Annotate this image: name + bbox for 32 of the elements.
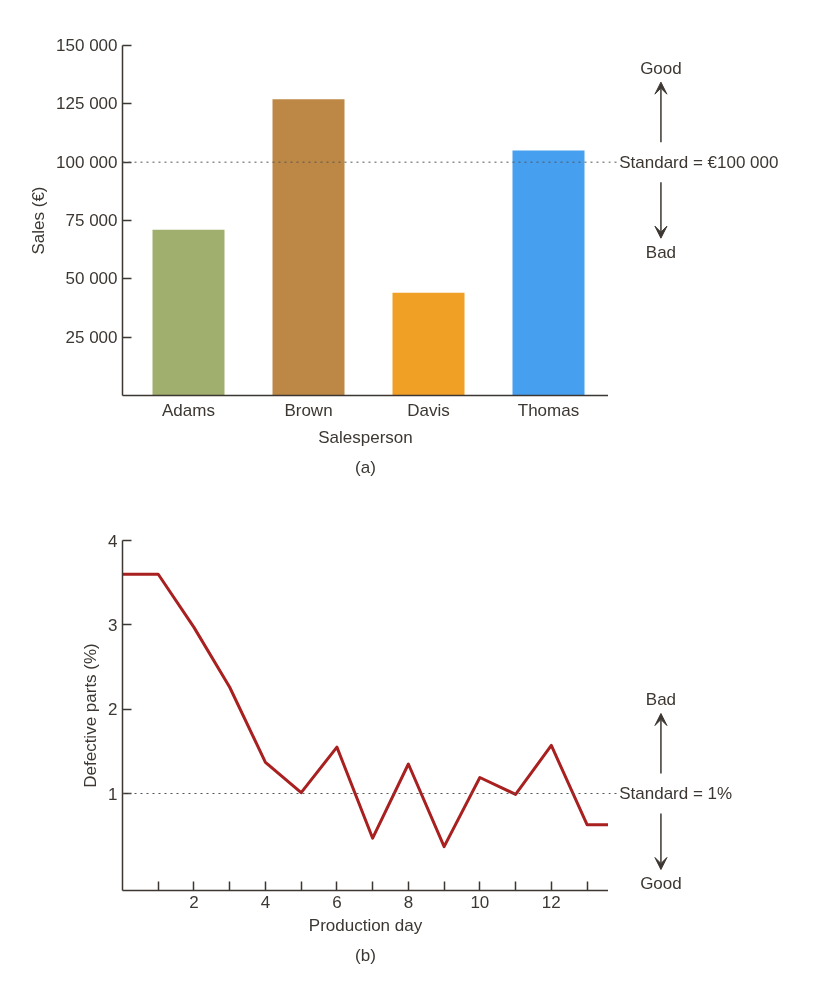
x-axis-title: Production day [308, 915, 423, 935]
ref-line-label: Standard = €100 000 [619, 152, 779, 172]
x-tick-label: Adams [162, 400, 215, 420]
x-tick-label: 12 [541, 892, 561, 912]
y-tick-label: 75 000 [65, 211, 118, 230]
ref-line-label: Standard = 1% [619, 784, 733, 804]
x-tick-label: 10 [470, 892, 490, 912]
text: Bad [645, 690, 677, 710]
x-tick-label: Thomas [517, 400, 580, 420]
y-tick-label: 1 [108, 784, 118, 804]
y-axis-title: Defective parts (%) [81, 643, 101, 788]
text: (b) [355, 945, 376, 965]
x-tick-label: 6 [332, 892, 342, 912]
x-tick-label: Davis [407, 400, 450, 420]
y-tick-label: 3 [108, 615, 118, 635]
y-axis-title: Sales (€) [29, 186, 49, 255]
y-tick-label: 100 000 [56, 152, 118, 172]
y-tick-label: 125 000 [56, 94, 118, 114]
y-tick-label: 50 000 [65, 269, 118, 289]
text: (a) [355, 457, 376, 477]
y-tick-label: 25 000 [65, 327, 118, 347]
text: Good [640, 58, 682, 78]
x-tick-label: Brown [284, 400, 333, 420]
y-tick-label: 2 [108, 700, 118, 720]
text: Good [640, 874, 682, 894]
y-tick-label: 150 000 [56, 36, 118, 55]
text: Bad [645, 242, 677, 262]
y-tick-label: 4 [108, 531, 118, 551]
x-tick-label: 2 [189, 892, 199, 912]
x-tick-label: 8 [403, 892, 414, 912]
x-axis-title: Salesperson [318, 427, 413, 447]
x-tick-label: 4 [260, 892, 271, 912]
